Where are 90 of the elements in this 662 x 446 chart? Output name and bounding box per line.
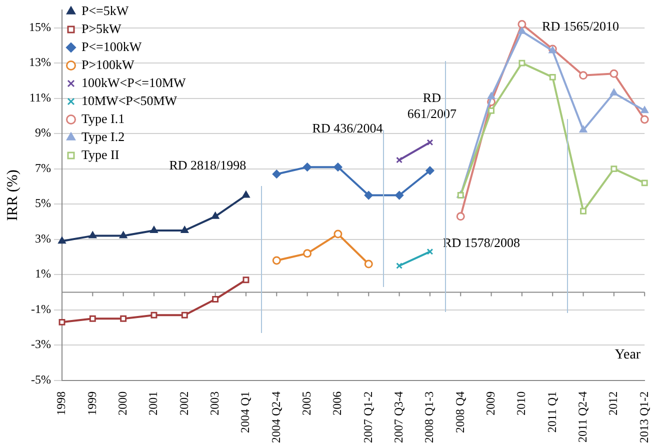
x-tick-label: 2004 Q1 — [238, 391, 252, 434]
point — [395, 191, 404, 200]
point — [610, 69, 618, 78]
annotation: RD 661/2007 — [407, 90, 457, 122]
legend-label: 100kW<P<=10MW — [81, 74, 187, 90]
x-tick-label: 2007 Q1-2 — [360, 391, 375, 444]
point — [272, 170, 281, 178]
x-tick-label: 1998 — [54, 391, 68, 416]
point — [364, 260, 373, 268]
y-tick-label: 13% — [28, 55, 51, 70]
legend-label: P<=5kW — [81, 2, 130, 18]
x-tick-label: 2003 — [207, 391, 222, 416]
x-tick-label: 2008 Q4 — [452, 391, 467, 434]
x-tick-label: 2012 — [606, 391, 620, 416]
point — [396, 156, 403, 164]
point — [242, 276, 250, 284]
point — [212, 296, 219, 302]
point — [426, 139, 434, 146]
point — [364, 191, 373, 200]
point — [610, 88, 618, 96]
point — [579, 126, 588, 133]
x-tick-label: 1999 — [84, 391, 99, 416]
y-tick-label: 5% — [34, 196, 51, 210]
point — [426, 248, 434, 255]
x-tick-label: 2002 — [176, 391, 191, 416]
x-tick-label: 2006 — [330, 391, 344, 416]
point — [89, 315, 96, 322]
x-tick-label: 2004 Q2-4 — [268, 391, 283, 444]
annotation: RD 436/2004 — [312, 120, 384, 136]
y-tick-label: 15% — [28, 20, 51, 34]
x-tick-label: 2011 Q1 — [544, 391, 559, 433]
x-tick-label: 2008 Q1-3 — [422, 391, 436, 444]
x-tick-label: 2010 — [514, 391, 528, 416]
point — [150, 226, 158, 234]
point — [640, 106, 648, 114]
y-tick-label: 9% — [34, 126, 51, 140]
point — [518, 27, 526, 34]
point — [334, 230, 342, 238]
y-tick-label: 3% — [34, 231, 51, 246]
y-tick-label: -1% — [30, 302, 51, 316]
legend-label: Type II — [81, 146, 120, 162]
point — [641, 180, 648, 186]
x-tick-label: 2013 Q1-2 — [636, 391, 651, 444]
point — [426, 166, 434, 175]
annotation: RD 1565/2010 — [542, 18, 619, 34]
legend-label: P<=100kW — [81, 38, 142, 54]
point — [488, 107, 495, 114]
x-tick-label: 2000 — [115, 391, 130, 416]
point — [456, 212, 465, 221]
point — [58, 236, 66, 244]
y-tick-label: -5% — [30, 372, 51, 386]
point — [580, 208, 586, 214]
legend-label: Type I.1 — [81, 110, 125, 126]
point — [120, 315, 127, 322]
annotation: RD 2818/1998 — [169, 157, 246, 172]
point — [518, 60, 526, 66]
y-tick-label: -3% — [30, 337, 51, 352]
point — [58, 318, 66, 326]
point — [212, 212, 220, 219]
x-axis-title: Year — [614, 347, 641, 362]
point — [272, 256, 281, 265]
point — [150, 312, 158, 318]
point — [303, 249, 312, 258]
x-tick-label: 2009 — [483, 391, 498, 416]
point — [180, 226, 188, 234]
point — [120, 232, 128, 238]
point — [242, 191, 250, 198]
point — [88, 232, 96, 238]
point — [610, 166, 618, 172]
legend-label: 10MW<P<50MW — [81, 92, 178, 108]
y-tick-label: 7% — [34, 160, 51, 175]
point — [579, 71, 588, 80]
x-tick-label: 2011 Q2-4 — [575, 391, 590, 443]
x-tick-label: 2005 — [299, 391, 314, 416]
point — [640, 115, 649, 124]
point — [488, 92, 496, 100]
point — [396, 262, 403, 269]
legend-label: Type I.2 — [81, 128, 125, 144]
legend-label: P>100kW — [81, 56, 136, 72]
point — [518, 20, 526, 29]
x-tick-label: 2007 Q3-4 — [391, 391, 406, 444]
y-tick-label: 11% — [29, 90, 51, 104]
point — [181, 312, 188, 318]
x-tick-label: 2001 — [146, 391, 160, 416]
legend-label: P>5kW — [81, 20, 122, 36]
point — [334, 162, 342, 172]
point — [303, 162, 312, 172]
y-axis-title: IRR (%) — [4, 170, 21, 221]
y-tick-label: 1% — [34, 266, 51, 281]
point — [549, 74, 556, 80]
